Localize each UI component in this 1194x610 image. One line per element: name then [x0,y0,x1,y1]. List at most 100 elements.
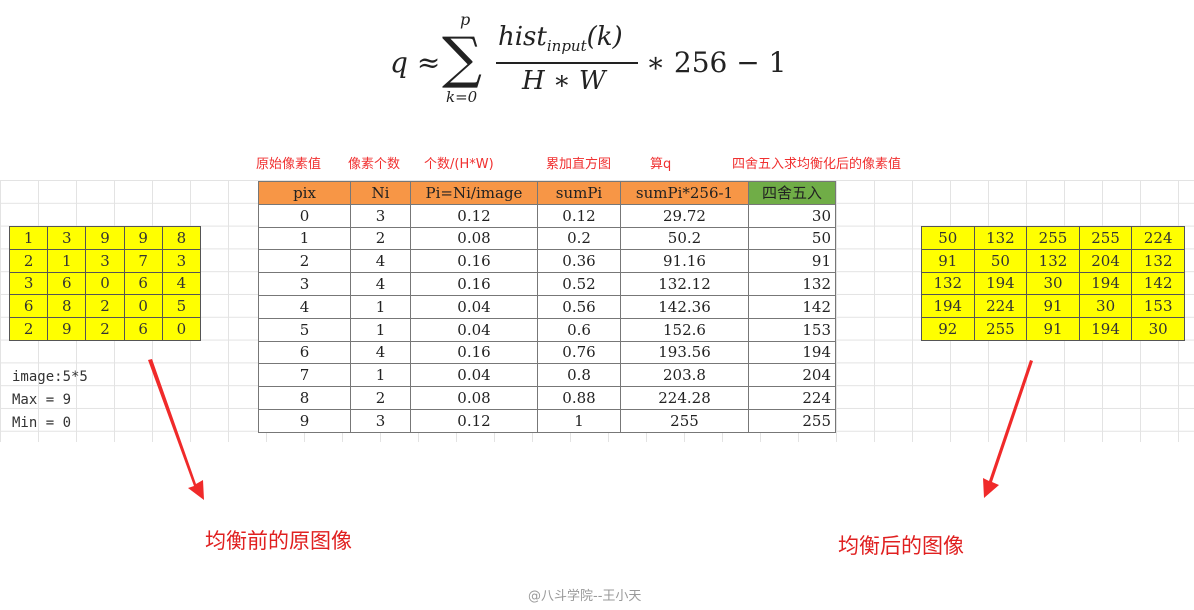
matrix-row: 194 224 91 30 153 [921,294,1185,319]
table-cell: 0.16 [410,249,538,274]
table-cell: 8 [258,386,351,410]
table-cell: 0 [258,203,351,228]
table-cell: 50.2 [620,226,749,251]
matrix-cell: 142 [1131,271,1185,296]
table-cell: 2 [350,386,411,410]
annotation: 原始像素值 [256,157,322,172]
numerator-text: hist [498,22,547,52]
table-row: 3 4 0.16 0.52 132.12 132 [258,272,836,296]
matrix-cell: 0 [123,294,163,319]
table-cell: 193.56 [620,340,749,365]
min-label: Min = 0 [12,415,72,431]
table-cell: 203.8 [620,363,749,388]
matrix-cell: 255 [1026,226,1080,250]
matrix-cell: 9 [85,226,125,250]
matrix-cell: 7 [123,248,163,273]
matrix-cell: 91 [1026,294,1080,319]
sigma-symbol: ∑ [442,26,482,91]
table-cell: 9 [258,408,351,433]
matrix-cell: 204 [1078,248,1133,273]
table-cell: 0.56 [537,294,621,319]
table-cell: 0.12 [410,203,538,228]
matrix-cell: 1 [8,226,49,250]
caption-before: 均衡前的原图像 [205,529,352,553]
annotation: 四舍五入求均衡化后的像素值 [732,157,902,172]
table-cell: 0.04 [410,363,538,388]
matrix-cell: 0 [85,271,125,296]
caption-after: 均衡后的图像 [838,534,964,558]
matrix-cell: 224 [1131,226,1185,250]
max-label: Max = 9 [12,392,72,408]
formula-denominator: H ∗ W [522,66,606,96]
matrix-cell: 5 [161,294,202,319]
fraction-bar [496,62,638,64]
table-cell: 0.36 [537,249,621,274]
formula-lhs: q ≈ [390,46,441,79]
column-header: sumPi [537,181,621,205]
table-cell: 204 [748,363,836,388]
table-cell: 91.16 [620,249,749,274]
matrix-row: 132 194 30 194 142 [921,271,1185,296]
matrix-cell: 0 [161,317,202,341]
table-cell: 255 [620,408,749,433]
table-cell: 0.08 [410,386,538,410]
table-row: 9 3 0.12 1 255 255 [258,408,836,433]
table-cell: 132.12 [620,272,749,296]
table-cell: 4 [350,249,411,274]
matrix-cell: 153 [1131,294,1185,319]
matrix-cell: 30 [1131,317,1185,341]
matrix-cell: 255 [973,317,1028,341]
table-cell: 3 [350,203,411,228]
annotation: 像素个数 [348,157,401,172]
matrix-cell: 3 [161,248,202,273]
column-header: Pi=Ni/image [410,181,538,205]
sum-upper: p [460,10,471,29]
column-header: Ni [350,181,411,205]
matrix-cell: 30 [1026,271,1080,296]
matrix-cell: 6 [47,271,87,296]
table-cell: 0.08 [410,226,538,251]
matrix-row: 92 255 91 194 30 [921,317,1185,341]
matrix-cell: 3 [85,248,125,273]
table-cell: 1 [350,363,411,388]
matrix-cell: 255 [1078,226,1133,250]
table-cell: 1 [537,408,621,433]
matrix-cell: 9 [47,317,87,341]
matrix-cell: 6 [8,294,49,319]
matrix-cell: 50 [921,226,975,250]
equalization-formula: q ≈ p ∑ k=0 histinput(k) H ∗ W ∗ 256 − 1 [390,10,790,118]
matrix-row: 91 50 132 204 132 [921,248,1185,273]
table-cell: 4 [350,340,411,365]
matrix-cell: 8 [47,294,87,319]
table-cell: 3 [350,408,411,433]
matrix-cell: 6 [123,271,163,296]
column-header: 四舍五入 [748,181,836,205]
matrix-cell: 194 [973,271,1028,296]
matrix-cell: 194 [1078,317,1133,341]
table-cell: 50 [748,226,836,251]
column-header: pix [258,181,351,205]
table-cell: 142.36 [620,294,749,319]
matrix-cell: 4 [161,271,202,296]
matrix-row: 50 132 255 255 224 [921,226,1185,250]
table-cell: 224.28 [620,386,749,410]
image-size-label: image:5*5 [12,369,88,385]
table-cell: 0.76 [537,340,621,365]
matrix-cell: 9 [123,226,163,250]
table-cell: 3 [258,272,351,296]
table-cell: 5 [258,317,351,342]
table-cell: 224 [748,386,836,410]
table-cell: 0.04 [410,294,538,319]
formula-rhs: ∗ 256 − 1 [646,46,787,79]
matrix-cell: 6 [123,317,163,341]
arrow-right [983,360,1033,498]
matrix-cell: 30 [1078,294,1133,319]
numerator-arg: (k) [586,22,623,52]
annotation: 算q [650,157,672,172]
